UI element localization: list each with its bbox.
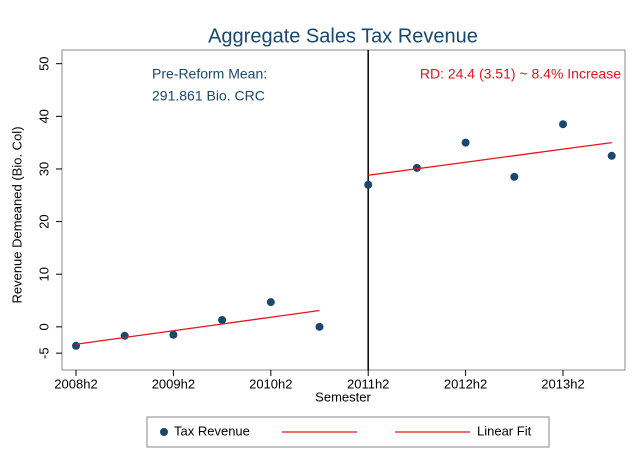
x-axis-label: Semester [315,389,371,404]
x-tick-label: 2011h2 [347,376,389,391]
point [72,341,80,350]
y-axis-label: Revenue Demeaned (Bio. Col) [9,126,24,303]
y-tick-label: 20 [36,214,51,228]
x-tick-label: 2009h2 [152,376,195,391]
chart-title: Aggregate Sales Tax Revenue [208,25,478,47]
x-tick-label: 2012h2 [444,376,487,391]
y-tick-label: -5 [36,347,51,359]
point [510,172,519,181]
fit-line [368,141,612,176]
point [559,120,567,129]
point [218,316,227,324]
y-tick-label: 0 [36,323,51,330]
annotation: RD: 24.4 (3.51) ~ 8.4% Increase [420,66,621,82]
x-tick-label: 2008h2 [54,376,97,391]
point [607,151,616,160]
point [461,138,470,147]
annotation: 291.861 Bio. CRC [152,88,265,104]
legend-label: Tax Revenue [174,423,250,438]
point [120,331,129,340]
point [412,163,421,172]
y-tick-label: 50 [36,56,51,70]
point [315,322,324,331]
y-tick-label: 40 [36,109,51,123]
y-tick-label: 10 [36,267,51,281]
point [169,330,178,339]
x-tick-label: 2010h2 [249,376,292,391]
point [364,180,373,189]
legend-label: Linear Fit [477,423,532,438]
plot-frame [61,49,626,371]
annotation: Pre-Reform Mean: [152,66,267,82]
y-tick-label: 30 [36,162,51,176]
legend-marker [160,428,168,436]
point [266,298,275,307]
fit-line [75,309,320,345]
x-tick-label: 2013h2 [541,376,584,391]
